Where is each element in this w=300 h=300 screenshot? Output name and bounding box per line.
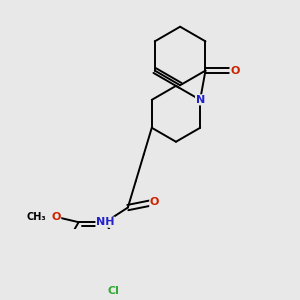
Text: O: O xyxy=(150,197,159,207)
Text: O: O xyxy=(51,212,61,222)
Text: O: O xyxy=(230,66,239,76)
Text: N: N xyxy=(196,95,205,105)
Text: CH₃: CH₃ xyxy=(26,212,46,222)
Text: Cl: Cl xyxy=(107,286,119,296)
Text: NH: NH xyxy=(96,217,115,227)
